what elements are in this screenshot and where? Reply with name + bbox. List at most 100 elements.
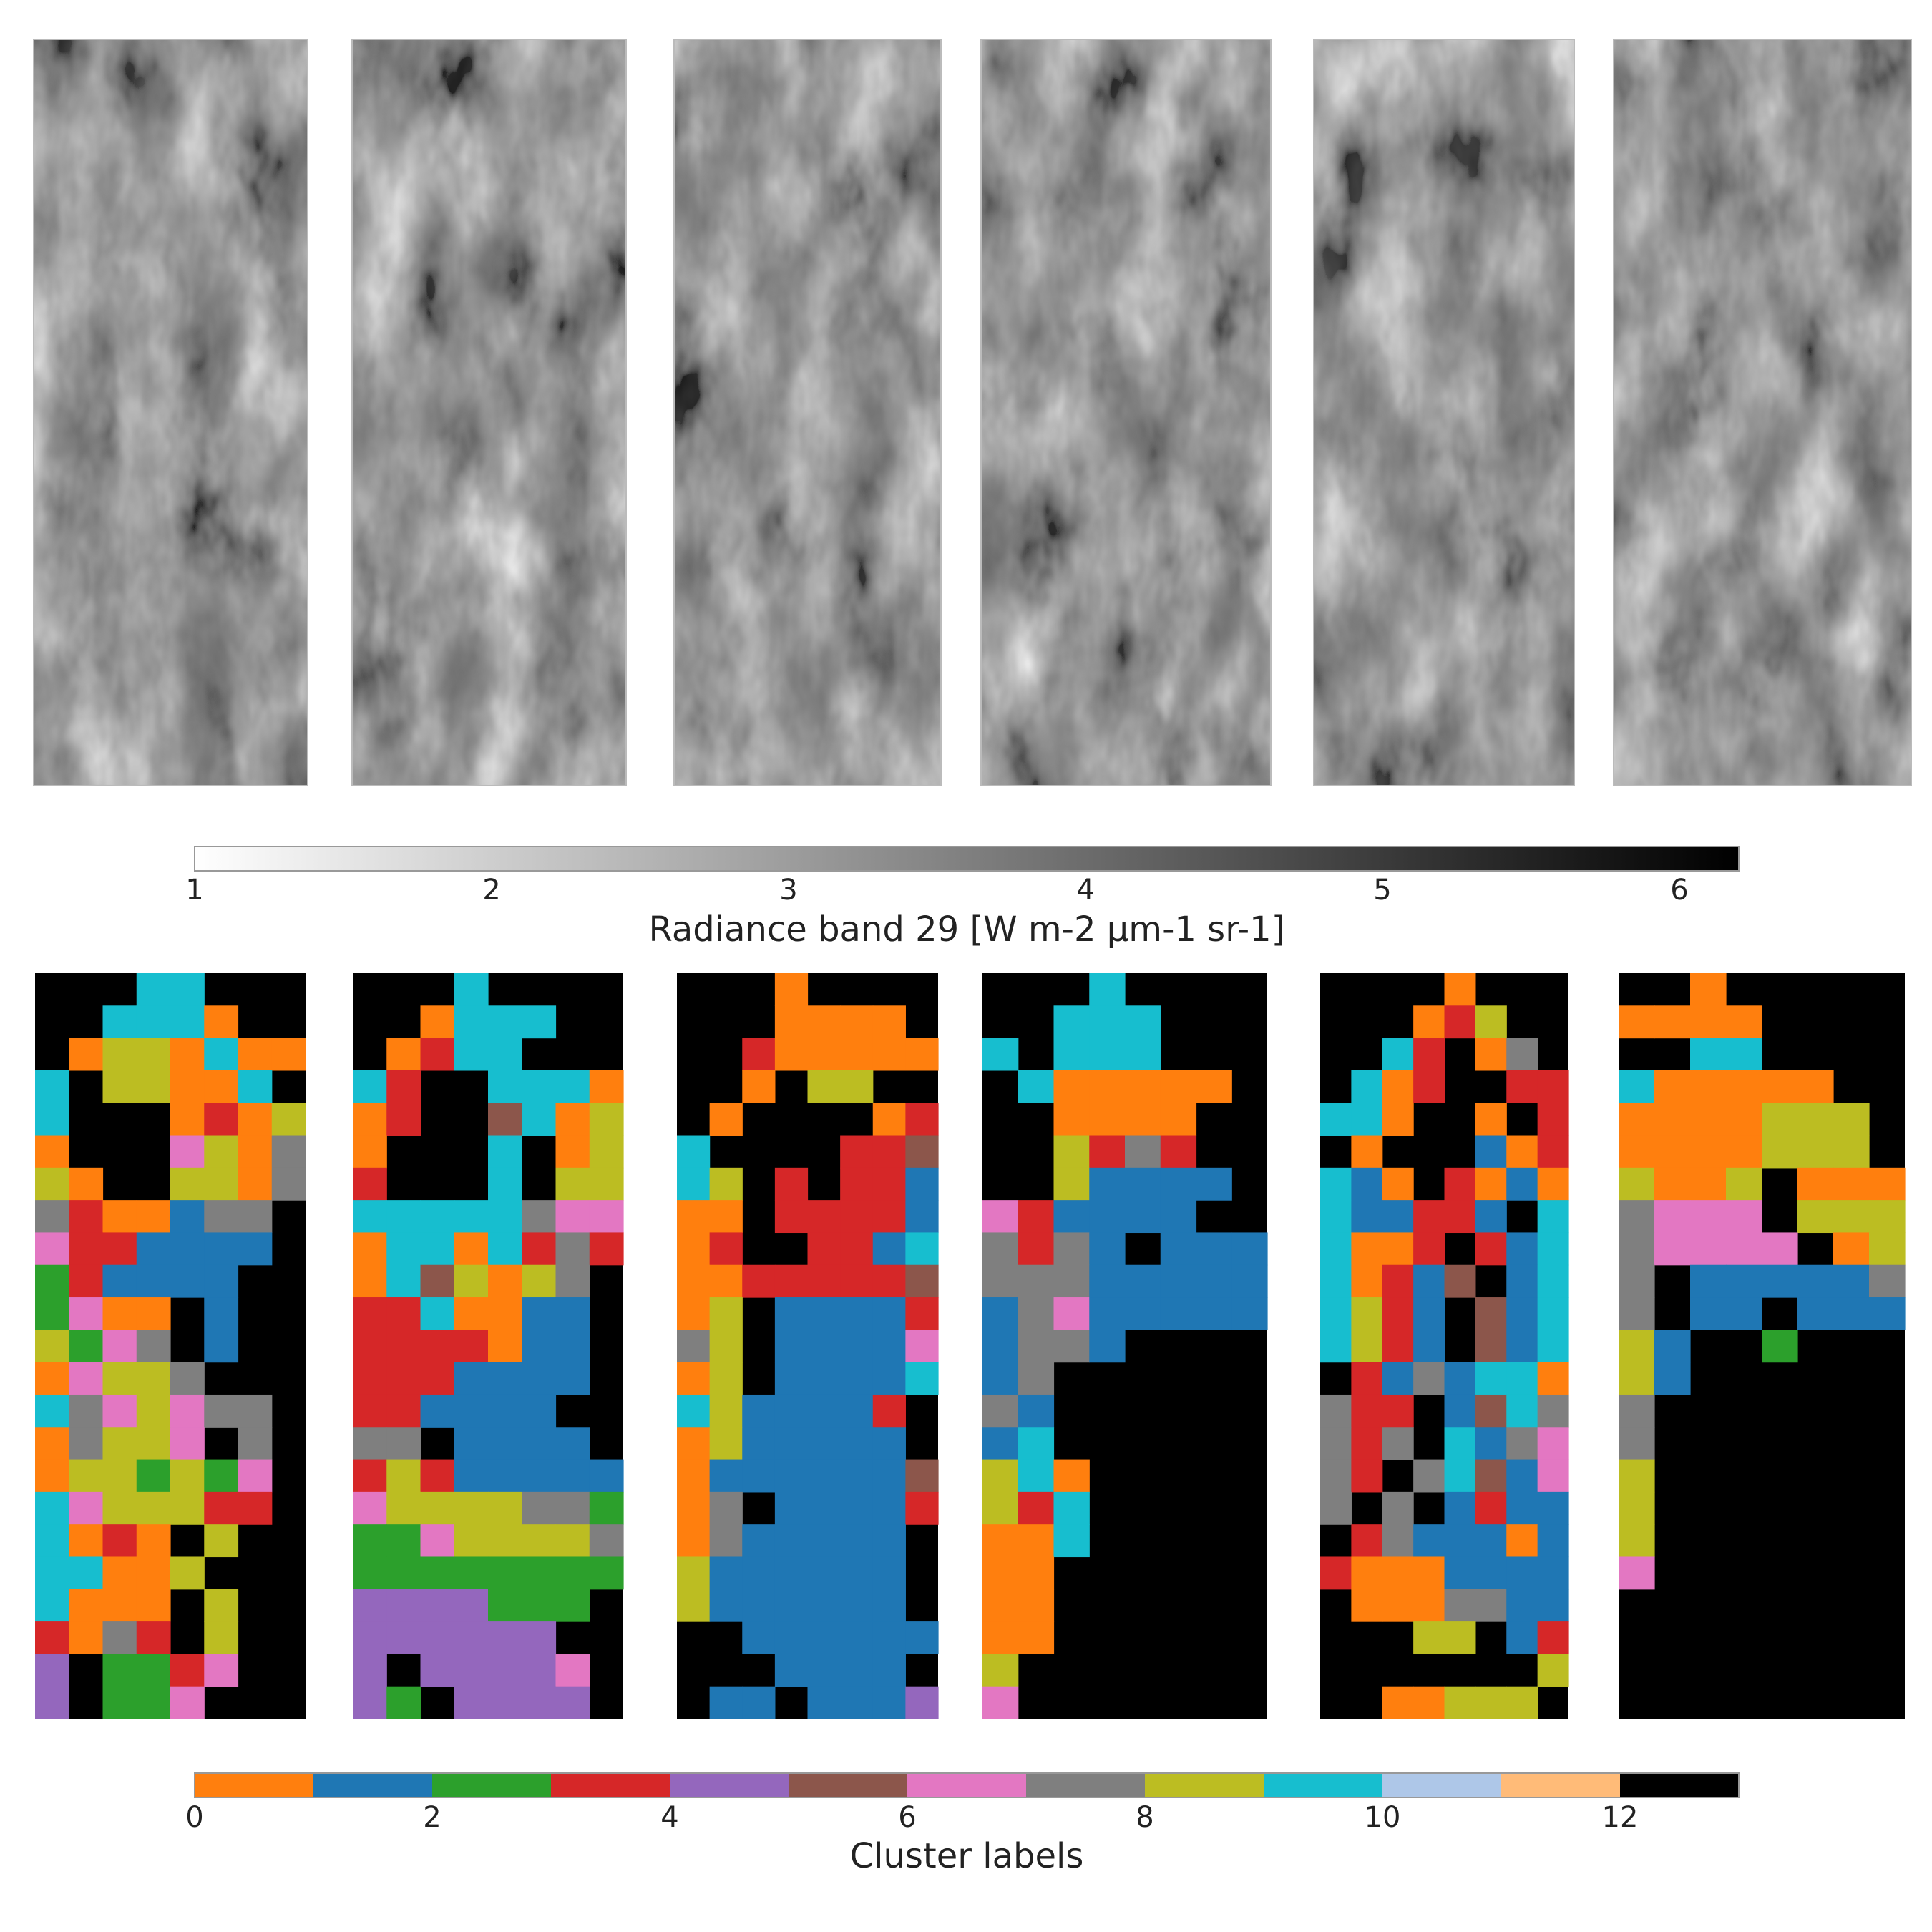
cluster-cell	[522, 1427, 557, 1460]
cluster-cell	[840, 1524, 874, 1558]
cluster-cell	[420, 1038, 455, 1071]
cluster-cell	[709, 1103, 743, 1136]
cluster-cell	[69, 1200, 104, 1234]
cluster-cell	[522, 1654, 557, 1687]
cluster-cell	[1726, 1070, 1762, 1103]
cluster-cell	[1506, 1038, 1538, 1071]
cluster-cell	[488, 1264, 522, 1298]
cluster-cell	[238, 1135, 273, 1169]
cluster-cell	[454, 1686, 489, 1719]
cluster-cell	[1690, 973, 1727, 1006]
cluster-cell	[35, 1297, 69, 1330]
cluster-cell	[454, 1232, 489, 1266]
cluster-cell	[35, 1491, 69, 1525]
cluster-cell	[589, 1459, 624, 1493]
cluster-cell	[69, 1297, 104, 1330]
cluster-cell	[1160, 1297, 1197, 1330]
cluster-cell	[872, 1362, 906, 1395]
cluster-cell	[353, 1362, 387, 1395]
cluster-cell	[1382, 1394, 1414, 1428]
cluster-cell	[555, 1589, 590, 1622]
cluster-cell	[1619, 1264, 1655, 1298]
cluster-cell	[1053, 1005, 1090, 1039]
cluster-cell	[840, 1005, 874, 1039]
cluster-cell	[742, 1394, 776, 1428]
cluster-cell	[982, 1330, 1019, 1363]
cluster-cell	[677, 1167, 711, 1201]
radiance-panel-5	[1313, 39, 1575, 786]
cluster-cell	[170, 1070, 205, 1103]
cluster-cell	[454, 1200, 489, 1234]
cluster-cell	[1382, 1427, 1414, 1460]
cluster-cell	[1654, 1232, 1691, 1266]
cluster-cell	[204, 1330, 239, 1363]
cluster-cell	[1382, 1330, 1414, 1363]
cluster-cell	[35, 1135, 69, 1169]
cluster-cell	[1869, 1167, 1906, 1201]
cluster-cell	[742, 1038, 776, 1071]
cluster-cell	[1726, 1264, 1762, 1298]
cluster-cell	[204, 1232, 239, 1266]
cluster-cell	[1351, 1589, 1383, 1622]
cluster-cell	[1382, 1297, 1414, 1330]
cluster-cell	[1320, 1264, 1352, 1298]
cluster-cell	[742, 1070, 776, 1103]
cluster-cell	[1125, 1167, 1161, 1201]
cluster-cell	[807, 1686, 841, 1719]
cluster-cell	[1654, 1070, 1691, 1103]
cluster-cell	[69, 1362, 104, 1395]
cluster-cell	[1382, 1232, 1414, 1266]
cluster-cell	[353, 1556, 387, 1590]
cluster-cell	[872, 1524, 906, 1558]
cluster-cell	[35, 1264, 69, 1298]
cluster-cell	[1160, 1070, 1197, 1103]
cluster-cell	[709, 1232, 743, 1266]
cluster-cell	[1475, 1135, 1507, 1169]
cluster-cell	[807, 1232, 841, 1266]
cluster-cell	[420, 1654, 455, 1687]
cluster-cell	[742, 1459, 776, 1493]
cluster-cell	[69, 1621, 104, 1654]
cluster-cell	[1413, 1297, 1445, 1330]
cluster-color-1	[313, 1773, 433, 1797]
cluster-cell	[1382, 1103, 1414, 1136]
cluster-cell	[1690, 1038, 1727, 1071]
cluster-cell	[1797, 1135, 1834, 1169]
cluster-cell	[1018, 1589, 1055, 1622]
cluster-cell	[1382, 1038, 1414, 1071]
cluster-cell	[677, 1491, 711, 1525]
cluster-cell	[1619, 1556, 1655, 1590]
cluster-cell	[1444, 1362, 1476, 1395]
cluster-cell	[1444, 973, 1476, 1006]
cluster-cell	[488, 1005, 522, 1039]
cluster-color-11	[1501, 1773, 1621, 1797]
cluster-cell	[1475, 1394, 1507, 1428]
cluster-cell	[840, 1038, 874, 1071]
cluster-cell	[204, 1459, 239, 1493]
cluster-cell	[677, 1297, 711, 1330]
cluster-cell	[1537, 1427, 1569, 1460]
cluster-cell	[454, 1038, 489, 1071]
cluster-cell	[170, 1654, 205, 1687]
cluster-cell	[589, 1524, 624, 1558]
cluster-color-7	[1026, 1773, 1146, 1797]
cluster-cell	[353, 1232, 387, 1266]
radiance-panel-3	[673, 39, 942, 786]
cluster-cell	[1018, 1556, 1055, 1590]
cluster-cell	[136, 1654, 171, 1687]
cluster-cell	[102, 1038, 137, 1071]
cluster-cell	[170, 1556, 205, 1590]
cluster-cell	[102, 1654, 137, 1687]
cluster-cell	[872, 1556, 906, 1590]
cluster-cell	[1797, 1167, 1834, 1201]
cluster-cell	[1762, 1103, 1798, 1136]
cluster-cell	[774, 1005, 809, 1039]
cluster-cell	[238, 1200, 273, 1234]
cluster-cell	[905, 1103, 939, 1136]
cluster-cell	[1382, 1589, 1414, 1622]
cluster-cell	[69, 1330, 104, 1363]
cluster-cell	[1833, 1167, 1870, 1201]
cluster-cell	[1413, 1070, 1445, 1103]
cluster-cell	[555, 1686, 590, 1719]
